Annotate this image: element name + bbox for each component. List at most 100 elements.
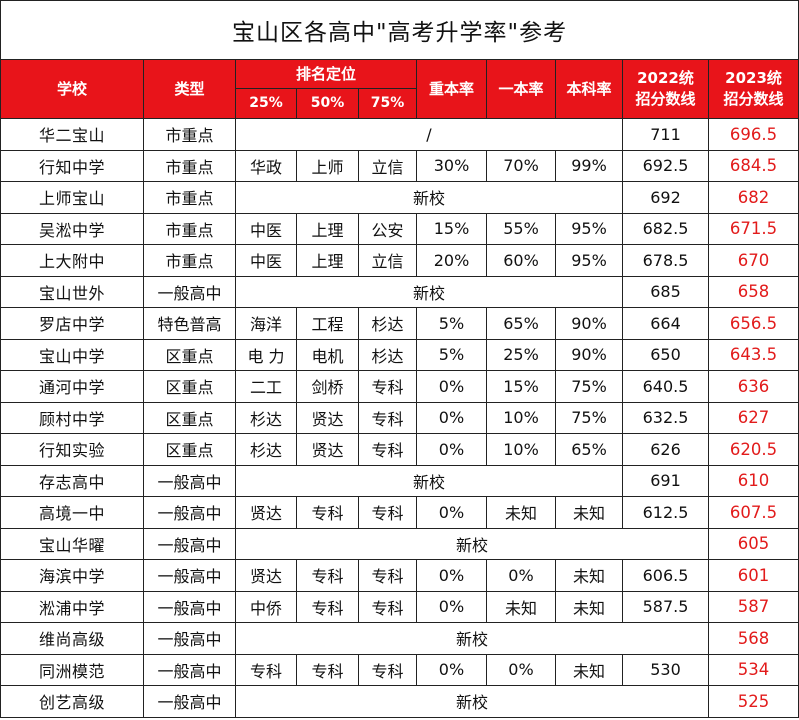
school-name: 宝山华曜 [0, 527, 144, 560]
score-2023: 658 [707, 275, 799, 308]
score-2023: 620.5 [707, 433, 799, 466]
score-2023: 656.5 [707, 307, 799, 340]
bachelor-rate: 未知 [555, 590, 623, 623]
score-2022: 692.5 [622, 149, 709, 182]
table-row: 顾村中学 区重点 杉达 贤达 专科 0% 10% 75% 632.5 627 [0, 401, 799, 434]
header-score-2022-text: 2022统招分数线 [635, 69, 696, 108]
school-type: 区重点 [143, 338, 236, 371]
header-type: 类型 [143, 59, 236, 119]
school-name: 高境一中 [0, 496, 144, 529]
rank-75: 杉达 [358, 307, 417, 340]
table-row: 维尚高级 一般高中 新校 568 [0, 622, 799, 655]
table-row: 上大附中 市重点 中医 上理 立信 20% 60% 95% 678.5 670 [0, 244, 799, 277]
rank-50: 贤达 [296, 433, 359, 466]
table-row: 同洲模范 一般高中 专科 专科 专科 0% 0% 未知 530 534 [0, 653, 799, 686]
table-row: 行知中学 市重点 华政 上师 立信 30% 70% 99% 692.5 684.5 [0, 149, 799, 182]
rank-25: 中医 [235, 212, 297, 245]
school-name: 海滨中学 [0, 559, 144, 592]
rank-50: 专科 [296, 590, 359, 623]
table-row: 吴淞中学 市重点 中医 上理 公安 15% 55% 95% 682.5 671.5 [0, 212, 799, 245]
header-score-2023-text: 2023统招分数线 [723, 69, 784, 108]
bachelor-rate: 75% [555, 401, 623, 434]
rank-75: 专科 [358, 590, 417, 623]
score-2022: 587.5 [622, 590, 709, 623]
school-name: 行知中学 [0, 149, 144, 182]
rank-note-merged: / [235, 118, 623, 151]
header-key-rate: 重本率 [416, 59, 487, 119]
school-type: 一般高中 [143, 464, 236, 497]
bachelor-rate: 90% [555, 307, 623, 340]
score-2023: 607.5 [707, 496, 799, 529]
rank-75: 专科 [358, 559, 417, 592]
rank-note-merged: 新校 [235, 275, 623, 308]
table-row: 宝山中学 区重点电 力电机 杉达 5% 25% 90% 650 643.5 [0, 338, 799, 371]
rank-50: 剑桥 [296, 370, 359, 403]
score-2022: 650 [622, 338, 709, 371]
score-2023: 682 [707, 181, 799, 214]
school-type: 一般高中 [143, 590, 236, 623]
rank-75: 立信 [358, 244, 417, 277]
school-name: 上大附中 [0, 244, 144, 277]
table-row: 华二宝山 市重点/711 696.5 [0, 118, 799, 151]
table-row: 通河中学 区重点 二工 剑桥 专科 0% 15% 75% 640.5 636 [0, 370, 799, 403]
header-score-2022: 2022统招分数线 [622, 59, 709, 119]
rank-50: 专科 [296, 653, 359, 686]
tier1-rate: 未知 [486, 496, 556, 529]
rank-75: 公安 [358, 212, 417, 245]
rank-50: 上理 [296, 244, 359, 277]
rank-25: 杉达 [235, 401, 297, 434]
key-rate: 5% [416, 338, 487, 371]
table-row: 宝山世外 一般高中 新校 685 658 [0, 275, 799, 308]
school-name: 同洲模范 [0, 653, 144, 686]
table-row: 存志高中 一般高中 新校 691 610 [0, 464, 799, 497]
rank-note-merged: 新校 [235, 622, 709, 655]
table-row: 宝山华曜 一般高中 新校 605 [0, 527, 799, 560]
rank-note-merged: 新校 [235, 464, 623, 497]
table-row: 创艺高级 一般高中 新校 525 [0, 685, 799, 718]
score-2023: 684.5 [707, 149, 799, 182]
school-type: 一般高中 [143, 275, 236, 308]
bachelor-rate: 99% [555, 149, 623, 182]
table-body: 华二宝山 市重点/711 696.5 行知中学 市重点 华政 上师 立信 30% 70% 99% 69… [0, 118, 799, 718]
rank-25: 华政 [235, 149, 297, 182]
school-type: 一般高中 [143, 622, 236, 655]
tier1-rate: 15% [486, 370, 556, 403]
header-tier1-rate: 一本率 [486, 59, 556, 119]
school-type: 一般高中 [143, 653, 236, 686]
school-name: 吴淞中学 [0, 212, 144, 245]
rank-50: 专科 [296, 559, 359, 592]
school-name: 维尚高级 [0, 622, 144, 655]
school-type: 特色普高 [143, 307, 236, 340]
tier1-rate: 70% [486, 149, 556, 182]
tier1-rate: 10% [486, 433, 556, 466]
bachelor-rate: 95% [555, 244, 623, 277]
bachelor-rate: 75% [555, 370, 623, 403]
header-rank-group: 排名定位 [235, 59, 417, 89]
school-type: 区重点 [143, 401, 236, 434]
key-rate: 5% [416, 307, 487, 340]
rank-50: 上师 [296, 149, 359, 182]
rank-75: 立信 [358, 149, 417, 182]
rank-25: 二工 [235, 370, 297, 403]
rank-50: 贤达 [296, 401, 359, 434]
school-type: 区重点 [143, 433, 236, 466]
school-name: 宝山世外 [0, 275, 144, 308]
rank-75: 杉达 [358, 338, 417, 371]
rank-75: 专科 [358, 370, 417, 403]
header-bachelor-rate: 本科率 [555, 59, 623, 119]
table-row: 海滨中学 一般高中 贤达 专科 专科 0% 0% 未知 606.5 601 [0, 559, 799, 592]
bachelor-rate: 未知 [555, 653, 623, 686]
score-2022: 632.5 [622, 401, 709, 434]
score-2023: 670 [707, 244, 799, 277]
tier1-rate: 10% [486, 401, 556, 434]
key-rate: 0% [416, 496, 487, 529]
rank-25: 贤达 [235, 496, 297, 529]
school-name: 宝山中学 [0, 338, 144, 371]
table-row: 高境一中 一般高中 贤达 专科 专科 0% 未知 未知 612.5 607.5 [0, 496, 799, 529]
tier1-rate: 0% [486, 653, 556, 686]
school-name: 华二宝山 [0, 118, 144, 151]
school-name: 上师宝山 [0, 181, 144, 214]
school-type: 一般高中 [143, 527, 236, 560]
school-type: 市重点 [143, 181, 236, 214]
score-2022: 530 [622, 653, 709, 686]
